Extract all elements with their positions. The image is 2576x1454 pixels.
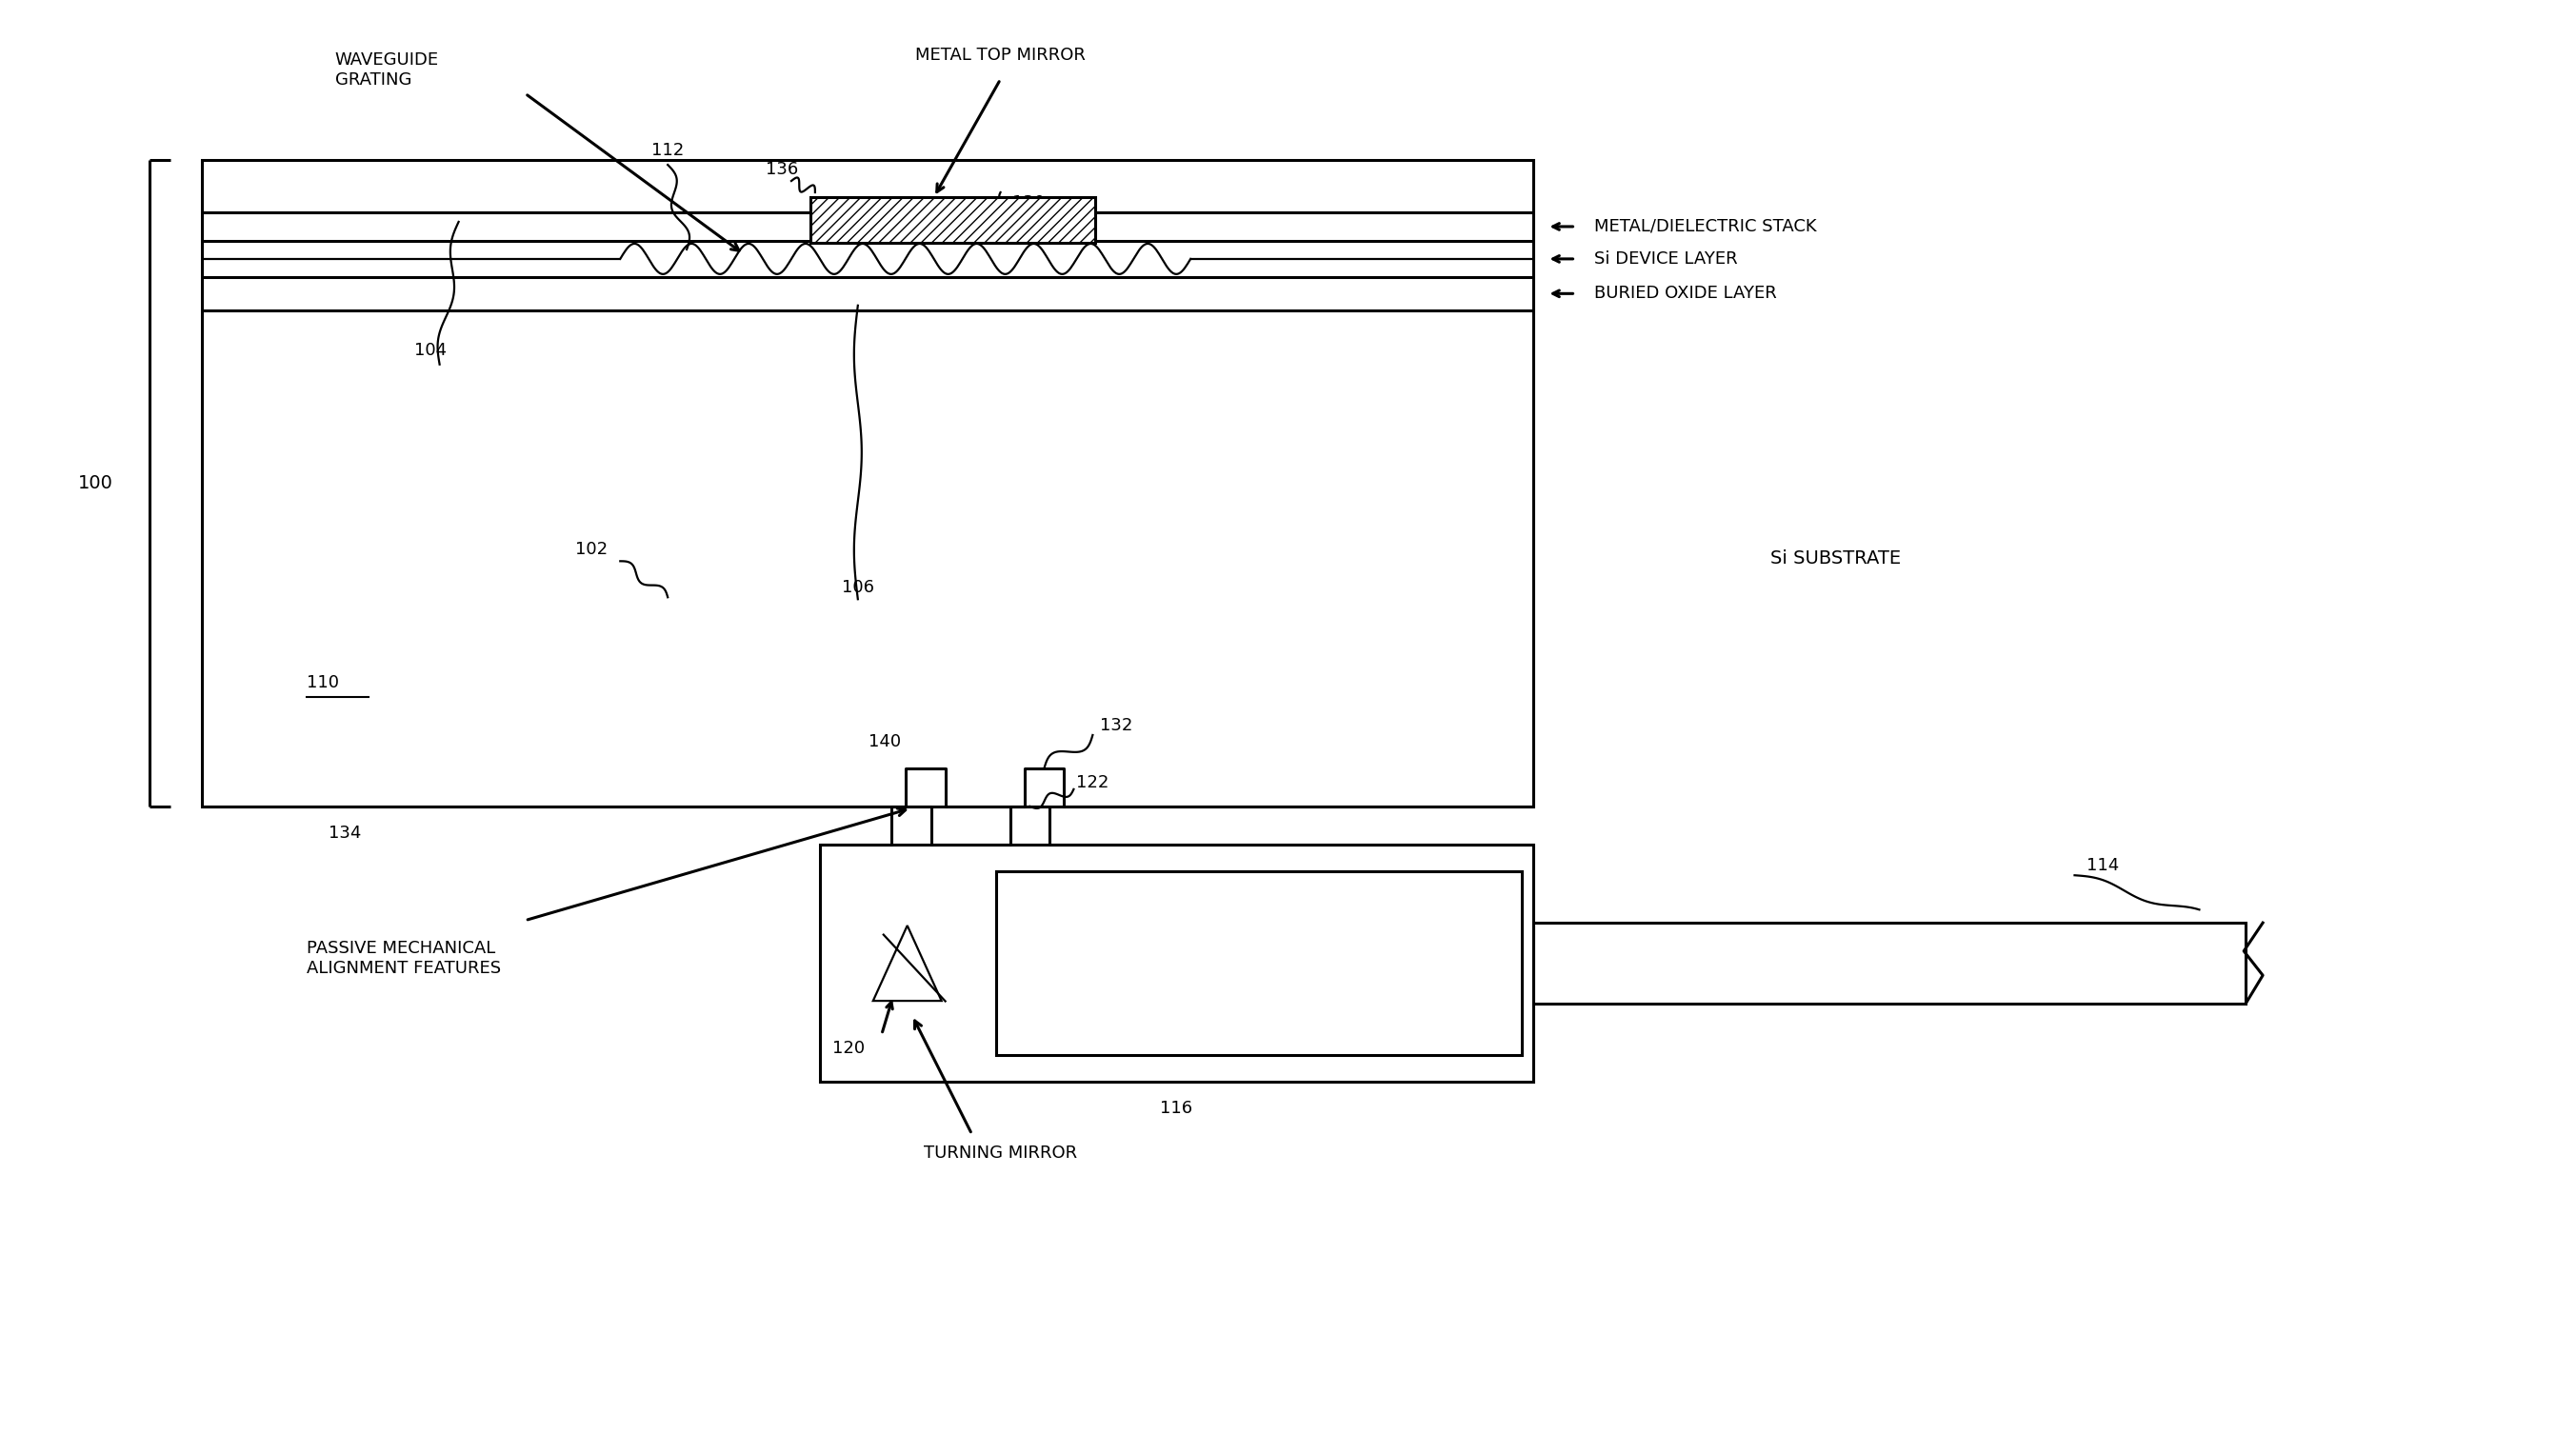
Text: Si DEVICE LAYER: Si DEVICE LAYER	[1595, 250, 1739, 268]
Text: TURNING MIRROR: TURNING MIRROR	[925, 1144, 1077, 1162]
Text: 132: 132	[1100, 717, 1133, 734]
Text: METAL TOP MIRROR: METAL TOP MIRROR	[914, 47, 1084, 64]
Text: 120: 120	[832, 1040, 866, 1057]
Text: BURIED OXIDE LAYER: BURIED OXIDE LAYER	[1595, 285, 1777, 302]
Bar	[201, 160, 1533, 807]
Text: WAVEGUIDE
GRATING: WAVEGUIDE GRATING	[335, 51, 438, 89]
Text: Si SUBSTRATE: Si SUBSTRATE	[1770, 550, 1901, 567]
Text: 112: 112	[652, 142, 685, 158]
Bar	[997, 871, 1522, 1056]
Text: 114: 114	[2087, 858, 2120, 874]
Text: PASSIVE MECHANICAL
ALIGNMENT FEATURES: PASSIVE MECHANICAL ALIGNMENT FEATURES	[307, 939, 500, 977]
Text: 102: 102	[574, 541, 608, 558]
Text: 100: 100	[77, 474, 113, 493]
Text: 130: 130	[1012, 195, 1046, 211]
Text: 106: 106	[842, 579, 873, 596]
Text: 116: 116	[1159, 1101, 1193, 1117]
Bar	[811, 198, 1095, 243]
Bar	[819, 845, 1533, 1082]
Bar	[1533, 923, 2246, 1003]
Text: 140: 140	[868, 733, 902, 750]
Text: 134: 134	[327, 824, 361, 842]
Text: 122: 122	[1077, 774, 1110, 791]
Text: 136: 136	[765, 161, 799, 179]
Text: METAL/DIELECTRIC STACK: METAL/DIELECTRIC STACK	[1595, 218, 1816, 236]
Polygon shape	[873, 926, 940, 1000]
Text: 110: 110	[307, 675, 340, 691]
Text: 104: 104	[415, 342, 446, 359]
